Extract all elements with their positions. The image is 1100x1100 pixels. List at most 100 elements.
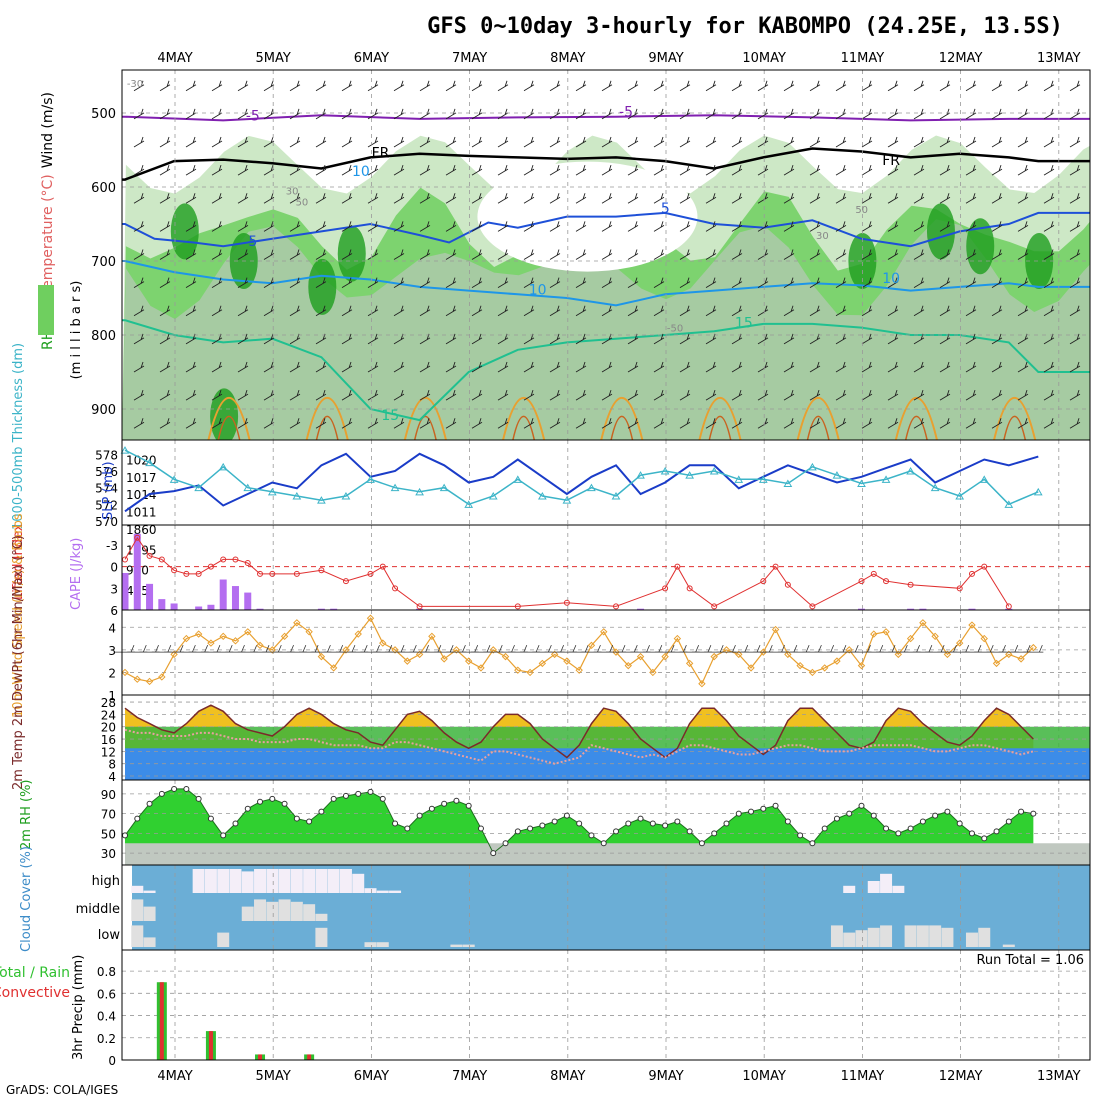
wind-barb [315, 193, 327, 204]
wind-barb [627, 277, 639, 289]
rh2m-marker [306, 818, 313, 825]
wind-barb [1017, 165, 1029, 176]
wind-barb-10m [912, 644, 933, 653]
temp-tick: 4 [108, 770, 116, 784]
wind-barb [627, 136, 639, 148]
rh2m-tick: 70 [101, 808, 116, 822]
orange-arch-inner [413, 415, 437, 440]
wind-barb [861, 80, 873, 92]
wind-barb [1069, 333, 1081, 345]
cloud-bar [204, 869, 217, 893]
wind-barb [809, 418, 821, 429]
lifted-tick: 3 [110, 582, 118, 596]
wind-barb [445, 136, 457, 148]
wind-barb [601, 136, 613, 148]
rh2m-marker [981, 835, 988, 842]
wind-barb [1069, 277, 1081, 289]
slp-tick: 1017 [126, 471, 157, 485]
wind-barb [419, 249, 431, 260]
rh2m-marker [686, 828, 693, 835]
wind-barb [315, 249, 327, 260]
rh2m-marker [490, 850, 497, 857]
wind-barb [185, 193, 197, 204]
wind-barb [419, 305, 431, 317]
orange-arch-inner [512, 415, 536, 440]
wind-speed-marker [906, 634, 915, 643]
wind-barb [887, 305, 899, 317]
wind-barb-10m [556, 644, 577, 653]
lifted-marker [883, 578, 890, 585]
wind-barb [237, 418, 249, 429]
wind-barb [861, 221, 873, 232]
wind-barb [991, 305, 1003, 317]
bottom-date-label: 10MAY [742, 1069, 786, 1084]
wind-barb [575, 136, 587, 148]
precip-tick: 0.6 [97, 987, 116, 1001]
wind-speed-marker [698, 680, 706, 688]
wind-barb [341, 108, 353, 120]
wind-speed-marker [158, 673, 166, 681]
cloud-bar [916, 925, 929, 947]
lifted-marker [269, 570, 276, 577]
wind-speed-marker [747, 664, 755, 672]
wind-barb [757, 305, 769, 317]
wind-barb [263, 221, 275, 232]
rh2m-marker [539, 822, 546, 829]
rh2m-marker [784, 818, 791, 825]
rh2m-ylabel: 2m RH (%) [19, 779, 34, 850]
wind-speed-marker [244, 628, 252, 636]
contour-label: 10 [352, 164, 370, 180]
rh2m-marker [723, 820, 730, 827]
pressure-tick: 800 [91, 329, 116, 344]
wind-barb [263, 361, 275, 373]
wind-tick: 4 [108, 621, 116, 635]
wind-barb [133, 361, 145, 373]
lifted-marker [379, 563, 386, 570]
thickness-marker [783, 479, 793, 487]
rh2m-marker [379, 795, 386, 802]
wind-barb [861, 108, 873, 120]
wind-barb [679, 277, 691, 289]
wind-barb [627, 418, 639, 429]
wind-barb [991, 389, 1003, 401]
wind-barb [939, 80, 951, 92]
panel-frame [121, 949, 1091, 1061]
wind-barb [887, 277, 899, 289]
wind-barb [393, 277, 405, 289]
wind-barb [185, 221, 197, 232]
cloud-bar [867, 927, 880, 947]
wind-barb [783, 165, 795, 176]
thickness-line [124, 449, 1039, 506]
lifted-marker [195, 570, 202, 577]
wind-barb [263, 165, 275, 176]
wind-barb [497, 418, 509, 429]
wind-barb [783, 418, 795, 429]
wind-barb [575, 165, 587, 176]
lifted-marker [809, 603, 816, 610]
wind-barb [523, 418, 535, 429]
wind-barb [783, 333, 795, 345]
cape-bar [968, 608, 976, 610]
cloud-bar [965, 932, 978, 947]
wind-barb-10m [188, 644, 209, 653]
cloud-bar [131, 885, 144, 893]
wind-barb [653, 165, 665, 176]
wind-barb [549, 389, 561, 401]
wind-barb [159, 333, 171, 345]
cape-tick: 1860 [126, 523, 157, 537]
wind-barb [419, 418, 431, 429]
wind-barb [731, 305, 743, 317]
wind-barb [341, 418, 353, 429]
wind-speed-marker [710, 652, 718, 661]
rh2m-panel: 30 50 70 90 2m RH (%) [19, 779, 1091, 866]
wind-speed-marker [477, 664, 485, 672]
cape-bar [256, 608, 264, 610]
orange-arch [993, 397, 1037, 440]
wind-barb [523, 277, 535, 289]
wind-barb [887, 165, 899, 176]
wind-barb-10m [127, 644, 148, 653]
rh2m-marker [649, 820, 656, 827]
bottom-date-label: 11MAY [841, 1069, 885, 1084]
wind-barb-10m [360, 644, 381, 653]
lifted-tick: 0 [110, 561, 118, 575]
